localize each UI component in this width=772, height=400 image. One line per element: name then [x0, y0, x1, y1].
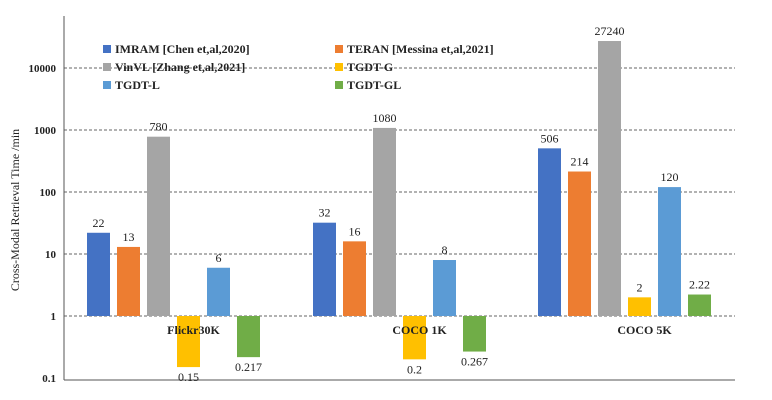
y-tick-label: 0.1 [42, 373, 56, 385]
data-label: 0.15 [178, 370, 199, 384]
bar [343, 241, 366, 316]
bar [177, 316, 200, 368]
legend-label: TGDT-L [115, 78, 160, 92]
data-label: 0.217 [235, 360, 262, 374]
data-label: 2 [637, 280, 643, 294]
legend-swatch [335, 45, 343, 53]
bar [373, 127, 396, 316]
bar [87, 232, 110, 316]
bar [538, 148, 561, 316]
y-tick-label: 1 [51, 311, 57, 323]
bar [688, 294, 711, 316]
data-label: 0.267 [461, 355, 488, 369]
data-label: 32 [319, 206, 331, 220]
y-tick-label: 10000 [29, 63, 57, 75]
legend-swatch [103, 81, 111, 89]
y-tick-labels: 0.1 1 10 100 1000 10000 [29, 63, 57, 385]
bar [237, 316, 260, 358]
bar [207, 267, 230, 316]
bar [628, 297, 651, 316]
gridlines [64, 67, 735, 317]
legend-label: TGDT-GL [347, 78, 401, 92]
data-label: 13 [123, 230, 135, 244]
bar [598, 41, 621, 317]
legend-label: VinVL [Zhang et,al,2021] [115, 60, 245, 74]
bar [658, 187, 681, 316]
data-label: 16 [349, 224, 361, 238]
y-axis-title: Cross-Modal Retrieval Time /min [8, 129, 22, 291]
data-label: 22 [93, 216, 105, 230]
bar [313, 222, 336, 316]
data-label: 0.2 [407, 362, 422, 376]
y-tick-label: 100 [40, 187, 57, 199]
bars [87, 41, 711, 368]
legend-swatch [103, 45, 111, 53]
bar [147, 136, 170, 316]
data-label: 8 [442, 243, 448, 257]
bar [117, 246, 140, 316]
bar [568, 171, 591, 316]
y-tick-label: 1000 [34, 125, 57, 137]
category-labels: Flickr30K COCO 1K COCO 5K [167, 323, 672, 337]
bar [433, 260, 456, 316]
axes [63, 16, 735, 381]
data-label: 506 [541, 131, 559, 145]
data-label: 2.22 [689, 278, 710, 292]
y-tick-label: 10 [45, 249, 57, 261]
data-label: 1080 [373, 111, 397, 125]
bar [403, 316, 426, 360]
legend: IMRAM [Chen et,al,2020] TERAN [Messina et… [103, 42, 494, 92]
legend-label: TERAN [Messina et,al,2021] [347, 42, 494, 56]
data-label: 214 [571, 155, 589, 169]
legend-swatch [103, 63, 111, 71]
bar [463, 316, 486, 352]
category-label: COCO 1K [392, 323, 447, 337]
legend-swatch [335, 63, 343, 71]
legend-swatch [335, 81, 343, 89]
data-label: 780 [150, 120, 168, 134]
category-label: COCO 5K [617, 323, 672, 337]
legend-label: IMRAM [Chen et,al,2020] [115, 42, 250, 56]
data-label: 27240 [595, 24, 625, 38]
data-labels: 22 13 780 0.15 6 0.217 32 16 1080 0.2 8 0.267 506 214… [93, 24, 711, 384]
category-label: Flickr30K [167, 323, 220, 337]
data-label: 120 [661, 170, 679, 184]
data-label: 6 [216, 251, 222, 265]
legend-label: TGDT-G [347, 60, 393, 74]
